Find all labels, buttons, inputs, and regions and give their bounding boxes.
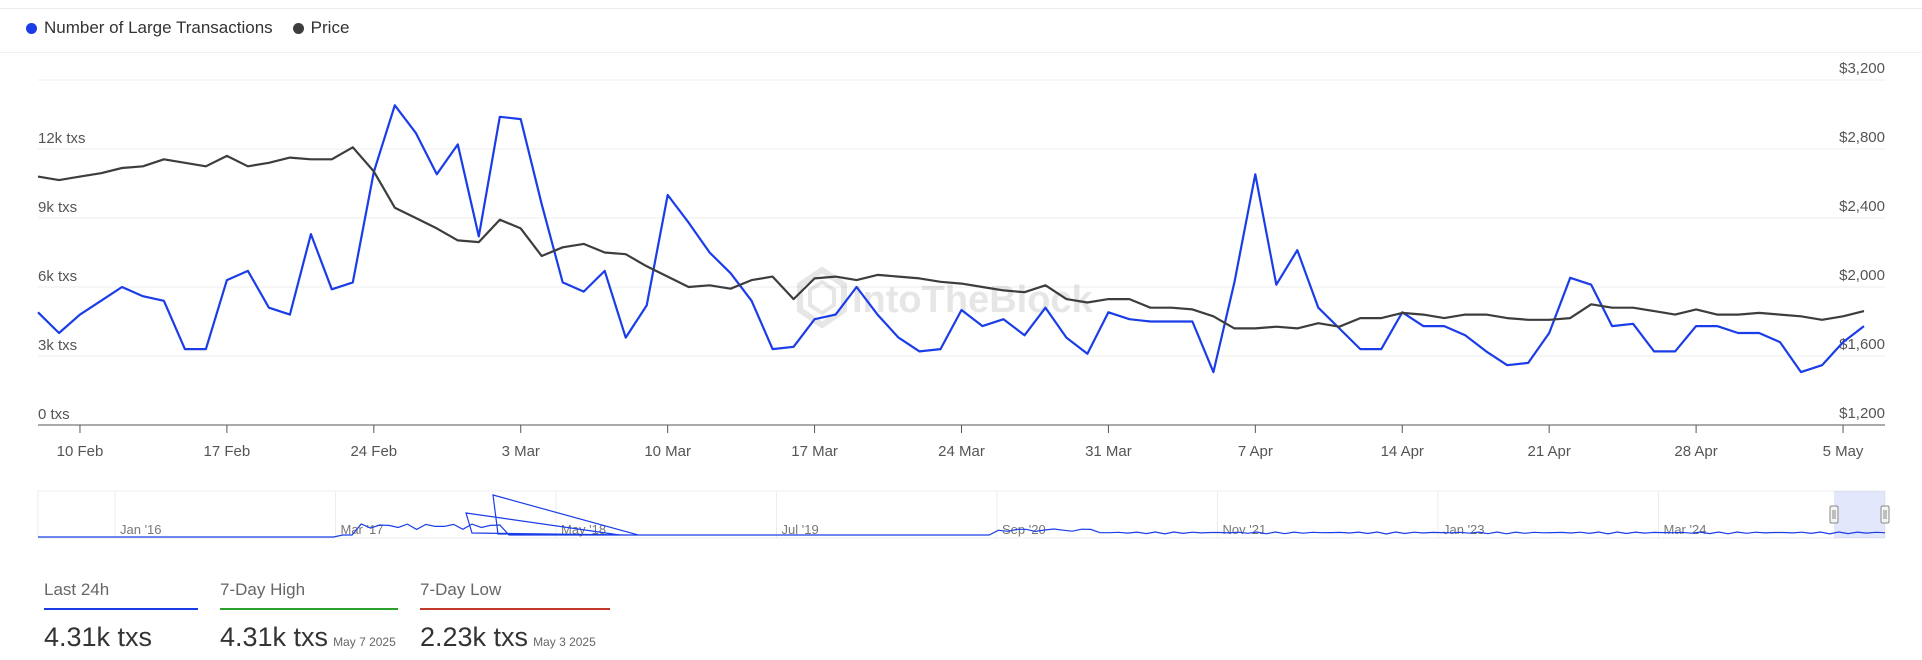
navigator-handle-right[interactable] bbox=[1880, 505, 1890, 524]
y-right-tick-label: $2,800 bbox=[1839, 129, 1885, 146]
grid-lines bbox=[38, 79, 1885, 426]
range-navigator[interactable]: Jan '16 Mar '17 May '18 Jul '19 Sep '20 Nov '… bbox=[37, 490, 1890, 539]
watermark-logo-icon bbox=[797, 266, 847, 329]
series-line-number-of-large-transactions bbox=[37, 104, 1865, 374]
y-right-tick-label: $2,400 bbox=[1839, 198, 1885, 215]
navigator-track[interactable] bbox=[37, 490, 1886, 539]
x-tick-label: 21 Apr bbox=[1527, 443, 1570, 460]
navigator-label: Jul '19 bbox=[782, 522, 819, 537]
top-strip bbox=[0, 0, 1922, 9]
x-tick-label: 17 Feb bbox=[204, 443, 251, 460]
y-right-tick-label: $1,200 bbox=[1839, 405, 1885, 422]
legend-item-price[interactable]: Price bbox=[292, 18, 350, 38]
stat-value: 4.31k txs bbox=[44, 622, 153, 652]
x-tick-label: 7 Apr bbox=[1238, 443, 1273, 460]
y-left-tick-label: 6k txs bbox=[38, 268, 77, 285]
stat-label: 7-Day Low bbox=[420, 580, 610, 610]
navigator-label: Mar '24 bbox=[1664, 522, 1707, 537]
stat-date: May 7 2025 bbox=[333, 635, 396, 649]
stat-value: 2.23k txs bbox=[420, 622, 529, 652]
y-right-tick-label: $3,200 bbox=[1839, 60, 1885, 77]
stat-last-24h: Last 24h 4.31k txs bbox=[44, 580, 198, 653]
y-left-tick-label: 0 txs bbox=[38, 406, 70, 423]
series-lines bbox=[37, 104, 1865, 374]
y-axis-left: 0 txs 3k txs 6k txs 9k txs 12k txs bbox=[38, 130, 86, 423]
stat-7day-high: 7-Day High 4.31k txs May 7 2025 bbox=[220, 580, 398, 653]
navigator-label: Mar '17 bbox=[341, 522, 384, 537]
navigator-label: Jan '23 bbox=[1443, 522, 1485, 537]
x-tick-label: 5 May bbox=[1823, 443, 1864, 460]
divider bbox=[0, 52, 1922, 53]
stat-value: 4.31k txs bbox=[220, 622, 329, 652]
x-tick-label: 3 Mar bbox=[502, 443, 540, 460]
x-tick-label: 10 Mar bbox=[644, 443, 691, 460]
stats-panel: Last 24h 4.31k txs 7-Day High 4.31k txs … bbox=[44, 580, 610, 653]
stat-label: 7-Day High bbox=[220, 580, 398, 610]
stat-date: May 3 2025 bbox=[533, 635, 596, 649]
watermark-logo-inner-icon bbox=[808, 279, 836, 316]
x-tick-label: 24 Mar bbox=[938, 443, 985, 460]
y-left-tick-label: 3k txs bbox=[38, 337, 77, 354]
x-tick-label: 24 Feb bbox=[350, 443, 397, 460]
y-left-tick-label: 9k txs bbox=[38, 199, 77, 216]
legend-label: Number of Large Transactions bbox=[44, 18, 273, 37]
y-axis-right: $1,200 $1,600 $2,000 $2,400 $2,800 $3,200 bbox=[1839, 60, 1885, 422]
navigator-label: Nov '21 bbox=[1223, 522, 1267, 537]
legend-dot-icon bbox=[26, 22, 37, 34]
x-tick-label: 17 Mar bbox=[791, 443, 838, 460]
x-tick-label: 14 Apr bbox=[1381, 443, 1424, 460]
chart-legend: Number of Large Transactions Price bbox=[26, 18, 349, 38]
y-left-tick-label: 12k txs bbox=[38, 130, 86, 147]
navigator-label: Jan '16 bbox=[120, 522, 162, 537]
legend-label: Price bbox=[310, 18, 350, 37]
legend-item-large-transactions[interactable]: Number of Large Transactions bbox=[26, 18, 273, 38]
stat-7day-low: 7-Day Low 2.23k txs May 3 2025 bbox=[420, 580, 610, 653]
series-line-price bbox=[37, 146, 1865, 330]
y-right-tick-label: $2,000 bbox=[1839, 267, 1885, 284]
navigator-series-line bbox=[38, 494, 1886, 538]
legend-dot-icon bbox=[292, 22, 304, 34]
navigator-selection[interactable] bbox=[1834, 491, 1885, 538]
y-right-tick-label: $1,600 bbox=[1839, 336, 1885, 353]
x-tick-label: 10 Feb bbox=[57, 443, 104, 460]
x-tick-label: 31 Mar bbox=[1085, 443, 1132, 460]
x-axis: 10 Feb 17 Feb 24 Feb 3 Mar 10 Mar 17 Mar 24 Ma… bbox=[38, 424, 1885, 460]
navigator-handle-left[interactable] bbox=[1829, 505, 1839, 524]
x-tick-label: 28 Apr bbox=[1674, 443, 1717, 460]
stat-label: Last 24h bbox=[44, 580, 198, 610]
